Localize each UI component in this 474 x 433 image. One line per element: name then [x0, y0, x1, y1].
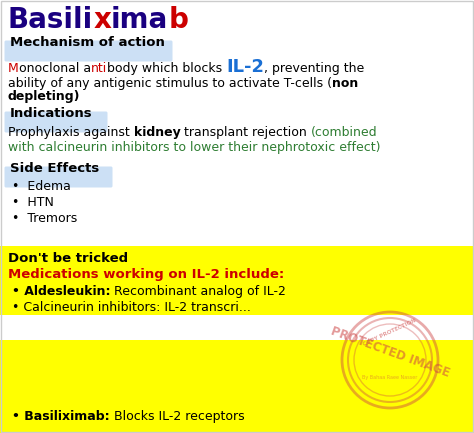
Text: depleting): depleting) — [8, 90, 81, 103]
Text: body which blocks: body which blocks — [107, 62, 226, 75]
Text: Side Effects: Side Effects — [10, 162, 99, 175]
Text: By Bahaa Raee Nasser: By Bahaa Raee Nasser — [362, 375, 418, 381]
Text: transplant rejection: transplant rejection — [181, 126, 311, 139]
Text: non: non — [332, 77, 358, 90]
Bar — [0, 415, 260, 433]
Text: M: M — [8, 62, 19, 75]
Text: (combined: (combined — [311, 126, 378, 139]
Text: Medications working on IL-2 include:: Medications working on IL-2 include: — [8, 268, 284, 281]
Text: •  Tremors: • Tremors — [12, 212, 77, 225]
Bar — [0, 315, 474, 340]
Text: nti: nti — [91, 62, 107, 75]
Text: •  Edema: • Edema — [12, 180, 71, 193]
Text: , preventing the: , preventing the — [264, 62, 365, 75]
Text: IL-2: IL-2 — [226, 58, 264, 76]
Text: COPY PROTECTION: COPY PROTECTION — [363, 317, 417, 346]
Text: • Basiliximab:: • Basiliximab: — [12, 410, 109, 423]
Text: PROTECTED IMAGE: PROTECTED IMAGE — [329, 324, 451, 380]
Text: b: b — [168, 6, 188, 34]
Text: ima: ima — [111, 6, 168, 34]
Text: with calcineurin inhibitors to lower their nephrotoxic effect): with calcineurin inhibitors to lower the… — [8, 141, 381, 154]
FancyBboxPatch shape — [4, 112, 108, 132]
Text: Mechanism of action: Mechanism of action — [10, 36, 165, 49]
Text: • Aldesleukin:: • Aldesleukin: — [12, 285, 110, 298]
Text: Indications: Indications — [10, 107, 92, 120]
Text: Basili: Basili — [8, 6, 93, 34]
Text: Don't be tricked: Don't be tricked — [8, 252, 128, 265]
Text: Recombinant analog of IL-2: Recombinant analog of IL-2 — [110, 285, 286, 298]
Text: •  HTN: • HTN — [12, 196, 54, 209]
Text: • Calcineurin inhibitors: IL-2 transcri...: • Calcineurin inhibitors: IL-2 transcri.… — [12, 301, 251, 314]
FancyBboxPatch shape — [4, 167, 112, 187]
Text: Blocks IL-2 receptors: Blocks IL-2 receptors — [109, 410, 244, 423]
FancyBboxPatch shape — [4, 41, 173, 61]
Text: Prophylaxis against: Prophylaxis against — [8, 126, 134, 139]
Bar — [0, 246, 474, 433]
Text: onoclonal a: onoclonal a — [19, 62, 91, 75]
Text: x: x — [93, 6, 111, 34]
Text: kidney: kidney — [134, 126, 181, 139]
Bar — [0, 400, 280, 433]
Text: ability of any antigenic stimulus to activate T-cells (: ability of any antigenic stimulus to act… — [8, 77, 332, 90]
